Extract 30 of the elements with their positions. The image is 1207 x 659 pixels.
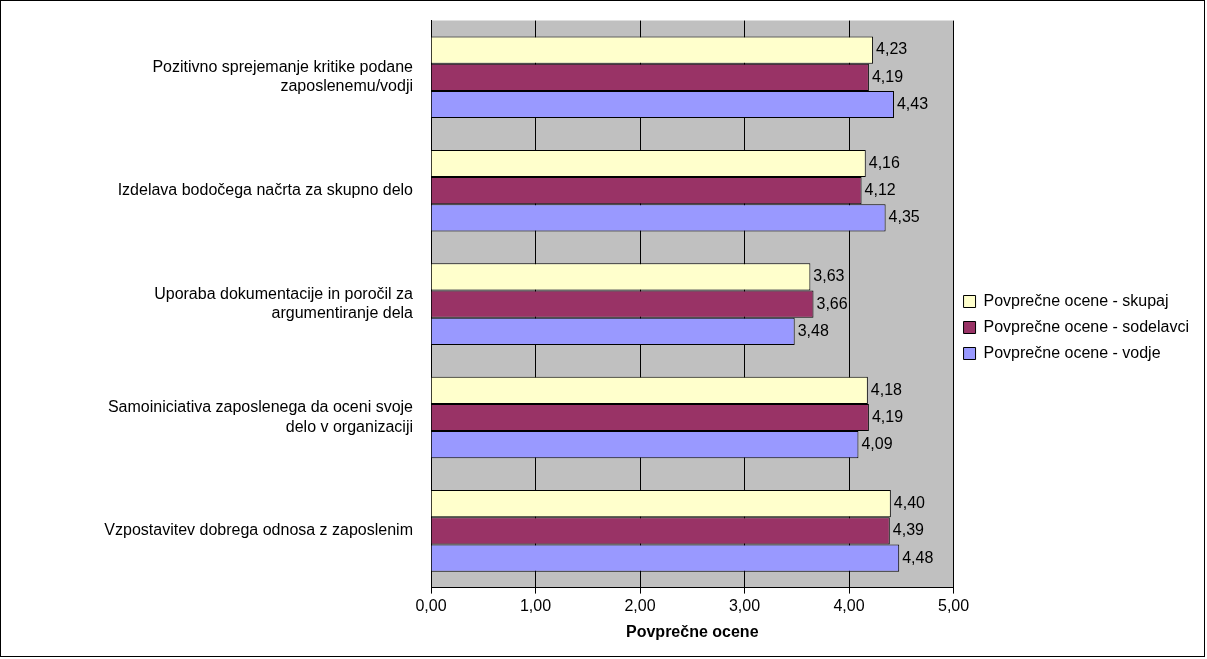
data-label: 4,23 xyxy=(876,40,908,58)
x-tick-label: 2,00 xyxy=(624,596,656,614)
data-label: 4,48 xyxy=(902,548,934,566)
y-tick-label: Vzpostavitev dobrega odnosa z zaposlenim xyxy=(104,521,413,539)
data-label: 4,16 xyxy=(868,153,900,171)
data-label: 3,48 xyxy=(797,321,829,339)
legend-label: Povprečne ocene - skupaj xyxy=(983,291,1169,309)
x-tick-label: 1,00 xyxy=(519,596,552,614)
data-label: 4,09 xyxy=(861,435,893,453)
data-label: 4,19 xyxy=(871,67,904,85)
y-tick-label: Izdelava bodočega načrta za skupno delo xyxy=(117,181,414,199)
x-tick-label: 5,00 xyxy=(937,596,970,614)
data-label: 4,35 xyxy=(888,208,920,226)
data-label: 4,40 xyxy=(893,494,926,512)
data-label: 4,43 xyxy=(896,94,929,112)
legend-label: Povprečne ocene - vodje xyxy=(983,343,1161,361)
y-tick-label: Samoiniciativa zaposlenega da oceni svoje delo v organizaciji xyxy=(107,398,414,435)
x-axis-title: Povprečne ocene xyxy=(626,622,759,640)
data-label: 4,39 xyxy=(892,521,925,539)
data-label: 3,66 xyxy=(816,294,848,312)
legend-label: Povprečne ocene - sodelavci xyxy=(983,317,1189,335)
x-tick-label: 0,00 xyxy=(415,596,447,614)
y-tick-label: Pozitivno sprejemanje kritike podane zaposlenemu/vodji xyxy=(152,58,414,95)
data-label: 4,19 xyxy=(871,407,904,425)
data-label: 4,12 xyxy=(864,181,896,199)
y-tick-label: Uporaba dokumentacije in poročil za argumentiranje dela xyxy=(154,284,414,322)
x-tick-label: 3,00 xyxy=(728,596,761,614)
data-label: 3,63 xyxy=(813,267,845,285)
data-label: 4,18 xyxy=(870,380,903,398)
x-tick-label: 4,00 xyxy=(833,596,865,614)
